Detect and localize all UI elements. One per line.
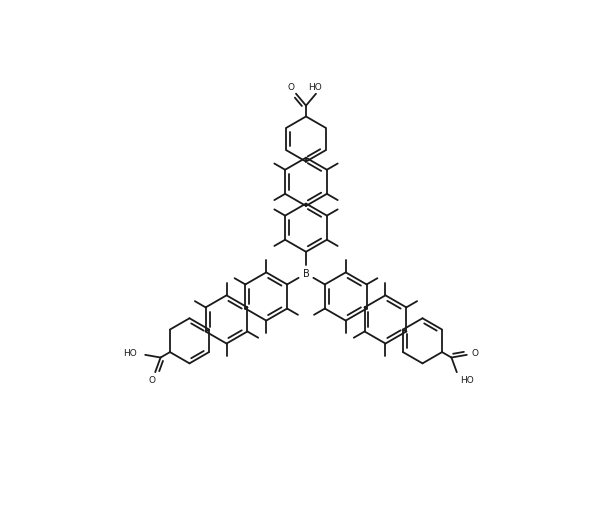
Text: HO: HO (123, 349, 137, 358)
Text: B: B (302, 268, 310, 279)
Text: O: O (149, 376, 156, 385)
Text: HO: HO (460, 376, 474, 385)
Text: O: O (472, 349, 479, 358)
Text: O: O (287, 83, 294, 92)
Text: HO: HO (308, 83, 321, 92)
